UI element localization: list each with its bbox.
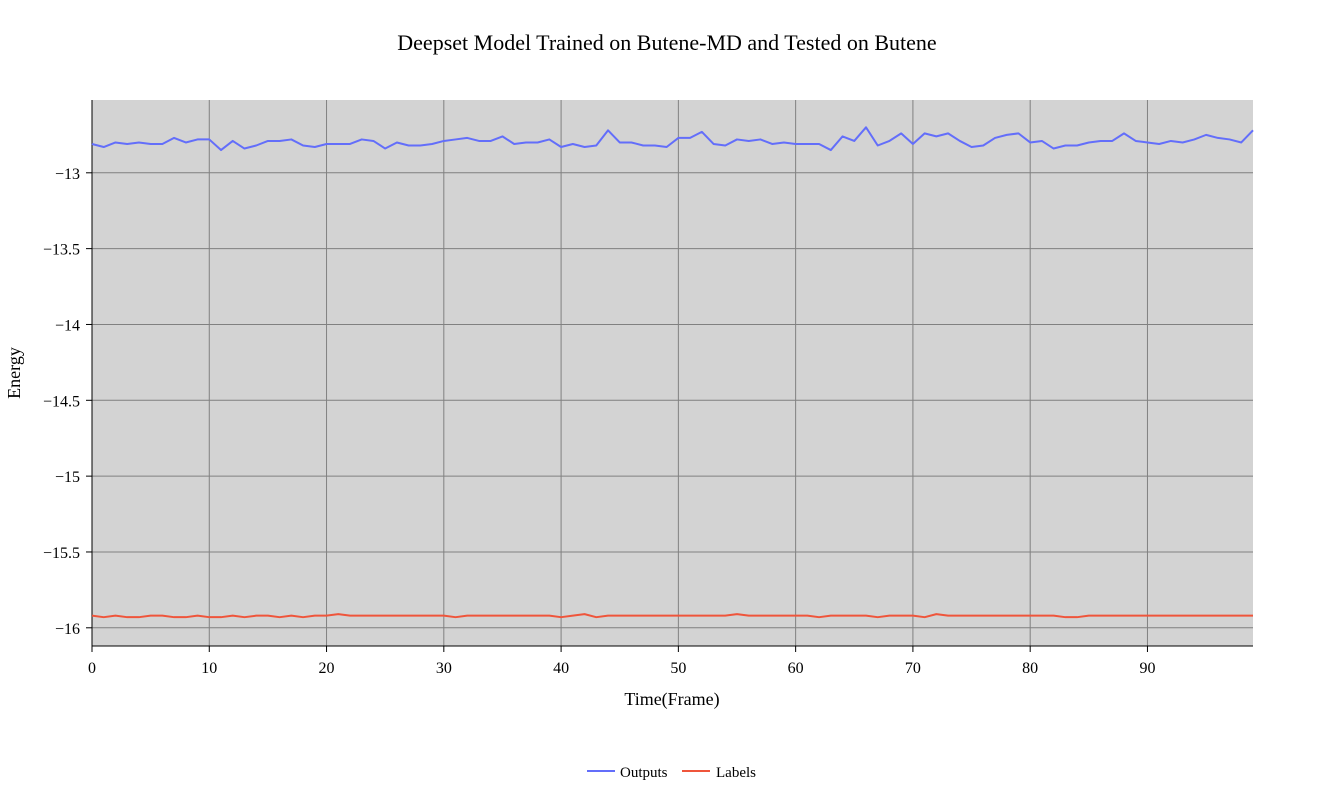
x-tick-label-80: 80 xyxy=(1022,660,1038,677)
x-tick-label-40: 40 xyxy=(553,660,569,677)
y-tick-label-0: −13 xyxy=(55,166,80,183)
y-tick-label-2: −14 xyxy=(55,317,80,334)
legend: Outputs Labels xyxy=(587,765,756,781)
series-line-outputs[interactable] xyxy=(91,126,1254,152)
x-tick-label-0: 0 xyxy=(88,660,96,677)
x-tick-label-90: 90 xyxy=(1139,660,1155,677)
tick-label-layer: 0 10 20 30 40 50 60 70 80 90 −13 −13.5 −14 −14.5 −15 −1… xyxy=(43,166,1155,677)
x-tick-label-50: 50 xyxy=(670,660,686,677)
x-tick-label-60: 60 xyxy=(788,660,804,677)
x-tick-label-20: 20 xyxy=(319,660,335,677)
x-axis-label: Time(Frame) xyxy=(624,689,719,710)
series-line-labels[interactable] xyxy=(91,613,1253,619)
y-tick-label-4: −15 xyxy=(55,469,80,486)
y-axis-label: Energy xyxy=(4,347,24,399)
plot-area xyxy=(92,100,1253,646)
x-tick-label-70: 70 xyxy=(905,660,921,677)
y-tick-label-3: −14.5 xyxy=(43,393,80,410)
x-tick-label-30: 30 xyxy=(436,660,452,677)
legend-label-labels[interactable]: Labels xyxy=(716,765,756,781)
axis-layer xyxy=(86,100,1253,652)
series-layer xyxy=(91,126,1254,619)
x-tick-label-10: 10 xyxy=(201,660,217,677)
y-tick-label-1: −13.5 xyxy=(43,242,80,259)
grid-layer xyxy=(92,100,1253,646)
y-tick-label-5: −15.5 xyxy=(43,545,80,562)
legend-label-outputs[interactable]: Outputs xyxy=(620,765,668,781)
y-tick-label-6: −16 xyxy=(55,621,80,638)
chart-title: Deepset Model Trained on Butene-MD and T… xyxy=(397,30,936,55)
